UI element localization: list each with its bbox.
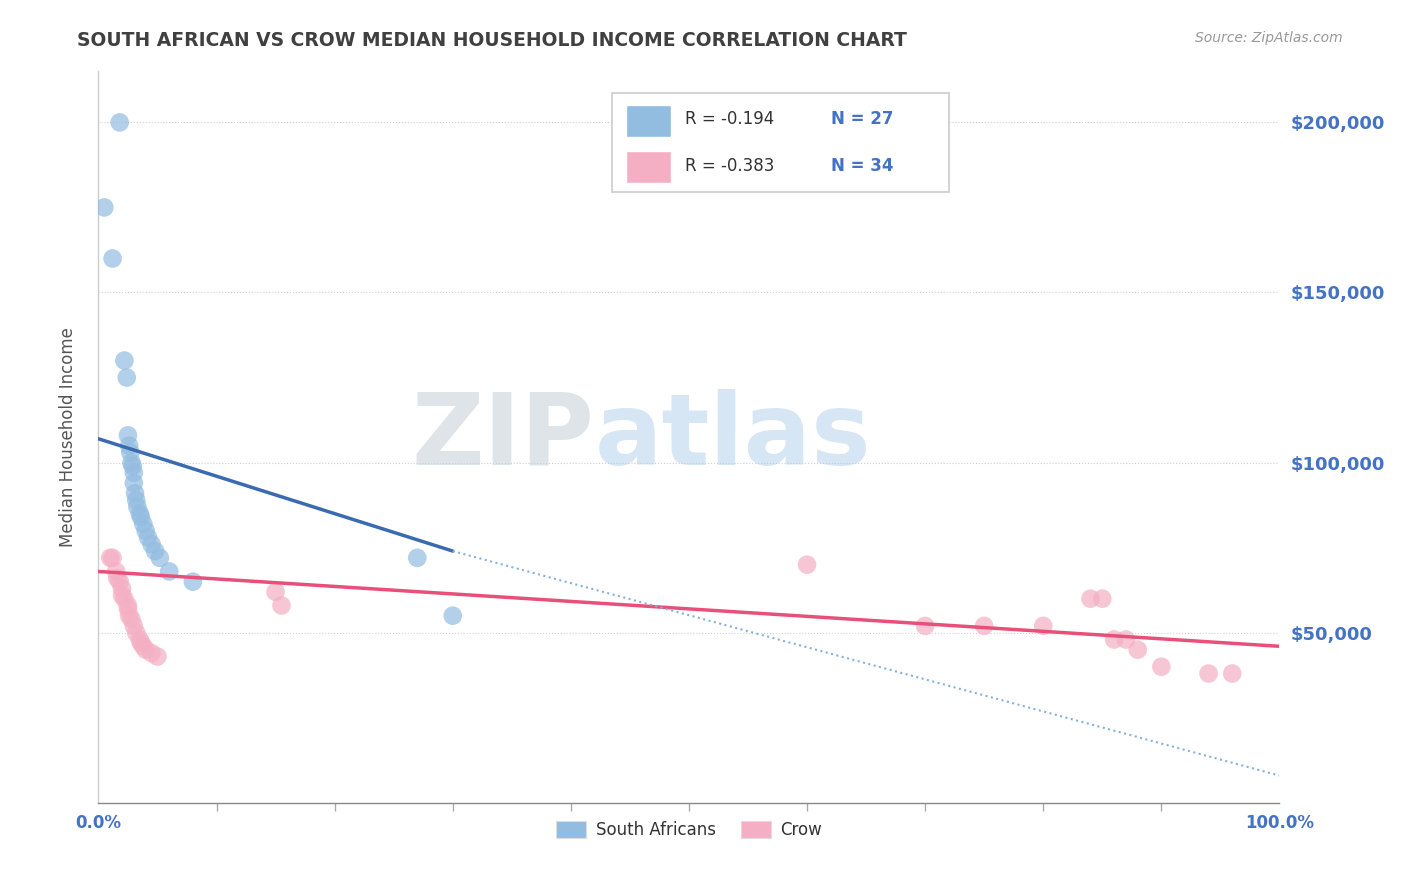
- Point: [98, 550, 121, 565]
- Point: [1091, 591, 1114, 606]
- Point: [124, 486, 146, 500]
- Point: [796, 558, 818, 572]
- Point: [122, 466, 145, 480]
- Bar: [626, 152, 671, 184]
- Text: atlas: atlas: [595, 389, 872, 485]
- Text: R = -0.383: R = -0.383: [685, 157, 775, 175]
- Point: [129, 636, 152, 650]
- Point: [117, 428, 139, 442]
- FancyBboxPatch shape: [612, 94, 949, 192]
- Point: [115, 370, 138, 384]
- Point: [108, 115, 131, 129]
- Point: [141, 537, 163, 551]
- Point: [127, 500, 149, 514]
- Point: [1150, 659, 1173, 673]
- Point: [111, 582, 134, 596]
- Point: [112, 591, 135, 606]
- Point: [1126, 642, 1149, 657]
- Point: [118, 608, 141, 623]
- Bar: [626, 105, 671, 137]
- Point: [101, 252, 124, 266]
- Point: [129, 510, 152, 524]
- Point: [149, 550, 172, 565]
- Point: [136, 531, 159, 545]
- Point: [125, 625, 148, 640]
- Point: [264, 585, 287, 599]
- Point: [121, 456, 143, 470]
- Point: [117, 599, 139, 613]
- Point: [406, 550, 429, 565]
- Point: [132, 640, 155, 654]
- Point: [146, 649, 169, 664]
- Point: [1115, 632, 1137, 647]
- Point: [117, 602, 139, 616]
- Point: [1032, 619, 1054, 633]
- Point: [128, 632, 150, 647]
- Text: Source: ZipAtlas.com: Source: ZipAtlas.com: [1195, 31, 1343, 45]
- Point: [270, 599, 292, 613]
- Point: [181, 574, 204, 589]
- Point: [1080, 591, 1102, 606]
- Point: [1198, 666, 1220, 681]
- Point: [135, 642, 157, 657]
- Point: [135, 524, 157, 538]
- Point: [118, 439, 141, 453]
- Point: [93, 201, 115, 215]
- Point: [1220, 666, 1243, 681]
- Point: [441, 608, 464, 623]
- Point: [128, 507, 150, 521]
- Point: [141, 646, 163, 660]
- Point: [1102, 632, 1125, 647]
- Text: SOUTH AFRICAN VS CROW MEDIAN HOUSEHOLD INCOME CORRELATION CHART: SOUTH AFRICAN VS CROW MEDIAN HOUSEHOLD I…: [77, 31, 907, 50]
- Point: [120, 445, 142, 459]
- Point: [157, 565, 180, 579]
- Legend: South Africans, Crow: South Africans, Crow: [548, 814, 830, 846]
- Text: N = 27: N = 27: [831, 111, 893, 128]
- Text: ZIP: ZIP: [412, 389, 595, 485]
- Text: N = 34: N = 34: [831, 157, 893, 175]
- Point: [121, 458, 143, 473]
- Point: [112, 353, 135, 368]
- Point: [914, 619, 936, 633]
- Point: [973, 619, 995, 633]
- Point: [125, 493, 148, 508]
- Point: [121, 612, 143, 626]
- Point: [101, 550, 124, 565]
- Point: [143, 544, 166, 558]
- Y-axis label: Median Household Income: Median Household Income: [59, 327, 77, 547]
- Point: [111, 588, 134, 602]
- Point: [132, 516, 155, 531]
- Text: R = -0.194: R = -0.194: [685, 111, 775, 128]
- Point: [122, 619, 145, 633]
- Point: [108, 574, 131, 589]
- Point: [105, 571, 128, 585]
- Point: [105, 565, 128, 579]
- Point: [122, 475, 145, 490]
